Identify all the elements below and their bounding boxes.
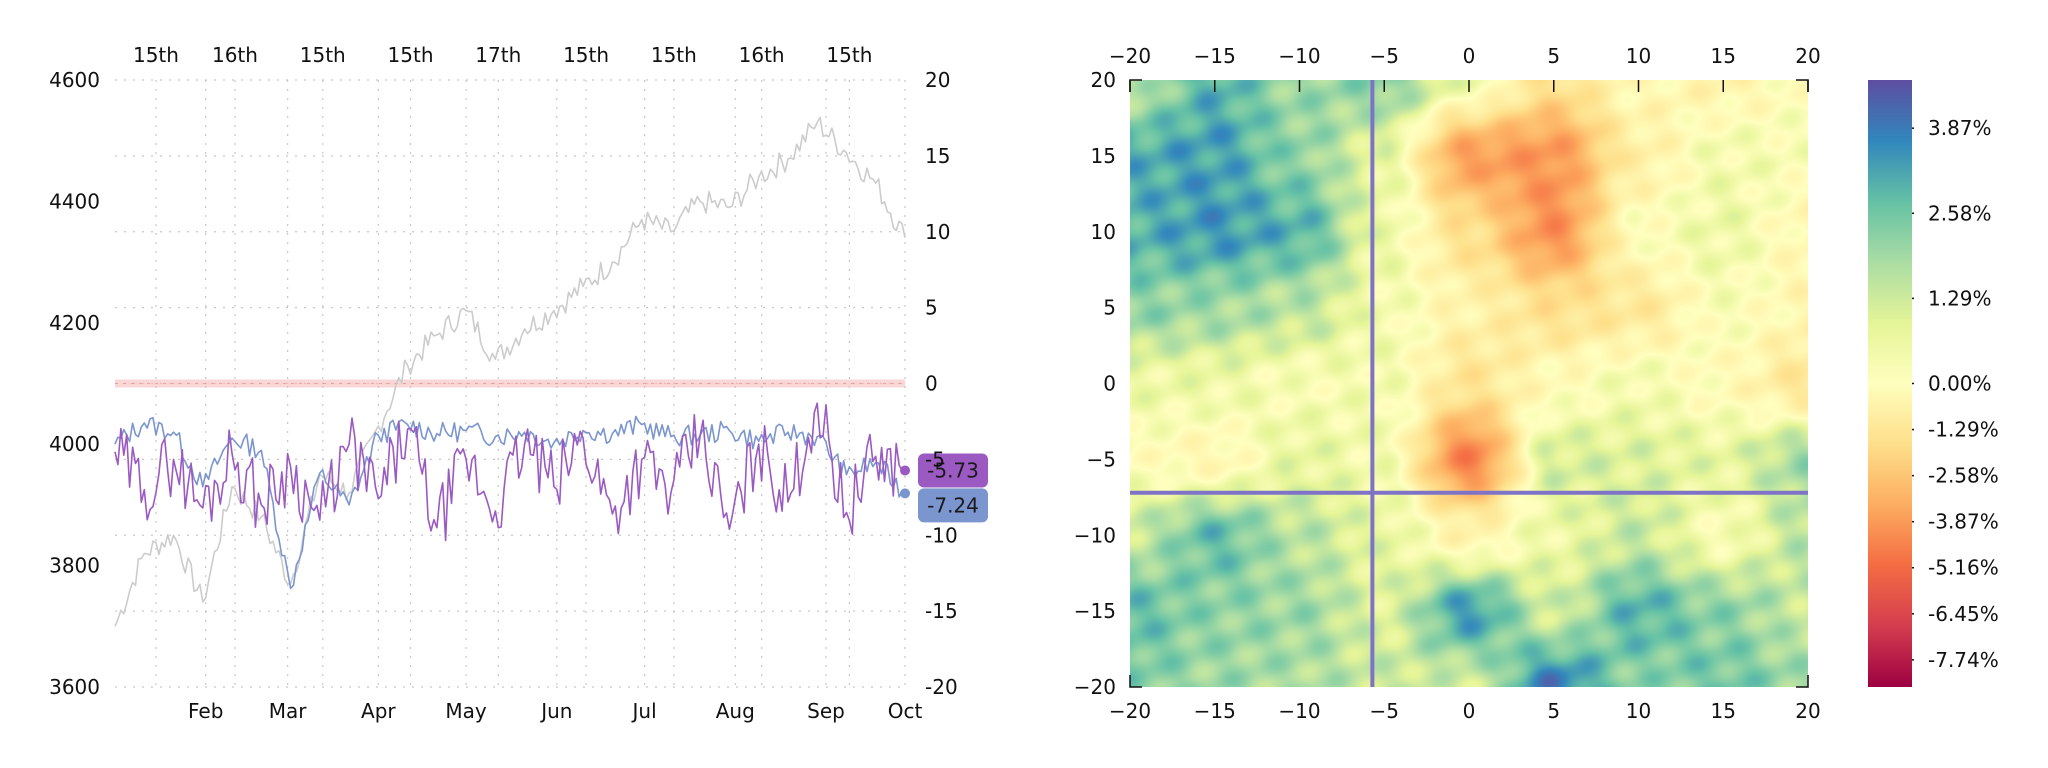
top-axis-tick-label: 15th [563, 43, 609, 67]
series-endpoint [900, 465, 910, 476]
colorbar-tick-label: -7.74% [1928, 648, 1999, 672]
top-axis-tick-label: 15th [133, 43, 179, 67]
top-axis-tick-label: 16th [739, 43, 785, 67]
colorbar-tick-label: -5.16% [1928, 556, 1999, 580]
colorbar-tick-label: 2.58% [1928, 201, 1992, 225]
left-axis-tick-label: 4000 [49, 432, 100, 456]
heatmap-top-tick-label: −15 [1194, 44, 1236, 68]
line-chart: -5.73 -7.24 3600 3800 4000 4200 4400 4600 -20 -15… [49, 43, 988, 723]
heatmap-top-tick-label: −10 [1278, 44, 1320, 68]
heatmap-bottom-tick-label: −10 [1278, 699, 1320, 723]
heatmap-top-tick-label: −20 [1109, 44, 1151, 68]
heatmap-top-tick-label: 10 [1626, 44, 1651, 68]
left-axis-tick-label: 3800 [49, 554, 100, 578]
heatmap-bottom-tick-label: −20 [1109, 699, 1151, 723]
month-tick-label: Jun [539, 699, 572, 723]
heatmap-image [1130, 80, 1808, 687]
heatmap-y-tick-label: −5 [1087, 447, 1116, 471]
right-axis-tick-label: 20 [925, 68, 950, 92]
heatmap-bottom-tick-label: −15 [1194, 699, 1236, 723]
top-axis-tick-label: 15th [388, 43, 434, 67]
value-badge [918, 453, 988, 488]
heatmap-bottom-tick-label: 5 [1547, 699, 1560, 723]
heatmap-y-tick-label: −15 [1074, 599, 1116, 623]
heatmap-bottom-tick-label: 0 [1463, 699, 1476, 723]
heatmap-plot-area [1130, 80, 1808, 687]
heatmap-y-tick-label: −20 [1074, 675, 1116, 699]
right-axis-tick-label: 0 [925, 372, 938, 396]
heatmap-bottom-tick-label: 10 [1626, 699, 1651, 723]
left-axis-tick-label: 4400 [49, 189, 100, 213]
right-axis-tick-label: -15 [925, 599, 958, 623]
colorbar-tick-label: -1.29% [1928, 418, 1999, 442]
heatmap-bottom-tick-label: −5 [1370, 699, 1399, 723]
heatmap-y-tick-label: 0 [1103, 372, 1116, 396]
series-line-series-A [114, 415, 906, 590]
heatmap-y-tick-label: −10 [1074, 523, 1116, 547]
right-axis-tick-label: -5 [925, 447, 945, 471]
heatmap-y-tick-label: 5 [1103, 296, 1116, 320]
heatmap-y-tick-label: 10 [1091, 220, 1116, 244]
heatmap-top-tick-label: −5 [1370, 44, 1399, 68]
heatmap-bottom-tick-label: 20 [1795, 699, 1820, 723]
top-axis-tick-label: 16th [212, 43, 258, 67]
month-tick-label: Apr [361, 699, 396, 723]
value-badge [918, 488, 988, 523]
top-axis-tick-label: 15th [651, 43, 697, 67]
series-line-price [114, 116, 906, 627]
colorbar-tick-label: -6.45% [1928, 602, 1999, 626]
colorbar-tick-label: 1.29% [1928, 286, 1992, 310]
left-axis-tick-label: 4600 [49, 68, 100, 92]
heatmap-top-tick-label: 0 [1463, 44, 1476, 68]
month-tick-label: Jul [631, 699, 657, 723]
right-axis-tick-label: 10 [925, 220, 950, 244]
heatmap-y-tick-label: 20 [1091, 68, 1116, 92]
colorbar-gradient [1868, 80, 1912, 687]
heatmap-bottom-tick-label: 15 [1711, 699, 1736, 723]
right-axis-tick-label: 5 [925, 296, 938, 320]
right-axis-tick-label: 15 [925, 144, 950, 168]
month-tick-label: May [445, 699, 487, 723]
colorbar-tick-label: 0.00% [1928, 372, 1992, 396]
month-tick-label: Mar [269, 699, 308, 723]
value-badge-label: -5.73 [927, 458, 979, 482]
heatmap-top-tick-label: 15 [1711, 44, 1736, 68]
heatmap-top-tick-label: 20 [1795, 44, 1820, 68]
right-axis-tick-label: -10 [925, 523, 958, 547]
gridlines [115, 79, 906, 688]
month-tick-label: Sep [807, 699, 845, 723]
month-tick-label: Aug [716, 699, 755, 723]
right-axis-tick-label: -20 [925, 675, 958, 699]
series-line-series-B [114, 402, 906, 542]
heatmap-top-tick-label: 5 [1547, 44, 1560, 68]
colorbar-tick-label: -3.87% [1928, 510, 1999, 534]
top-axis-tick-label: 17th [475, 43, 521, 67]
top-axis-tick-label: 15th [300, 43, 346, 67]
left-axis-tick-label: 4200 [49, 311, 100, 335]
series-endpoint [900, 488, 910, 499]
colorbar-tick-label: 3.87% [1928, 116, 1992, 140]
top-axis-tick-label: 15th [826, 43, 872, 67]
month-tick-label: Oct [888, 699, 923, 723]
colorbar-tick-label: -2.58% [1928, 464, 1999, 488]
left-axis-tick-label: 3600 [49, 675, 100, 699]
month-tick-label: Feb [188, 699, 223, 723]
heatmap-y-tick-label: 15 [1091, 144, 1116, 168]
value-badge-label: -7.24 [927, 493, 979, 517]
